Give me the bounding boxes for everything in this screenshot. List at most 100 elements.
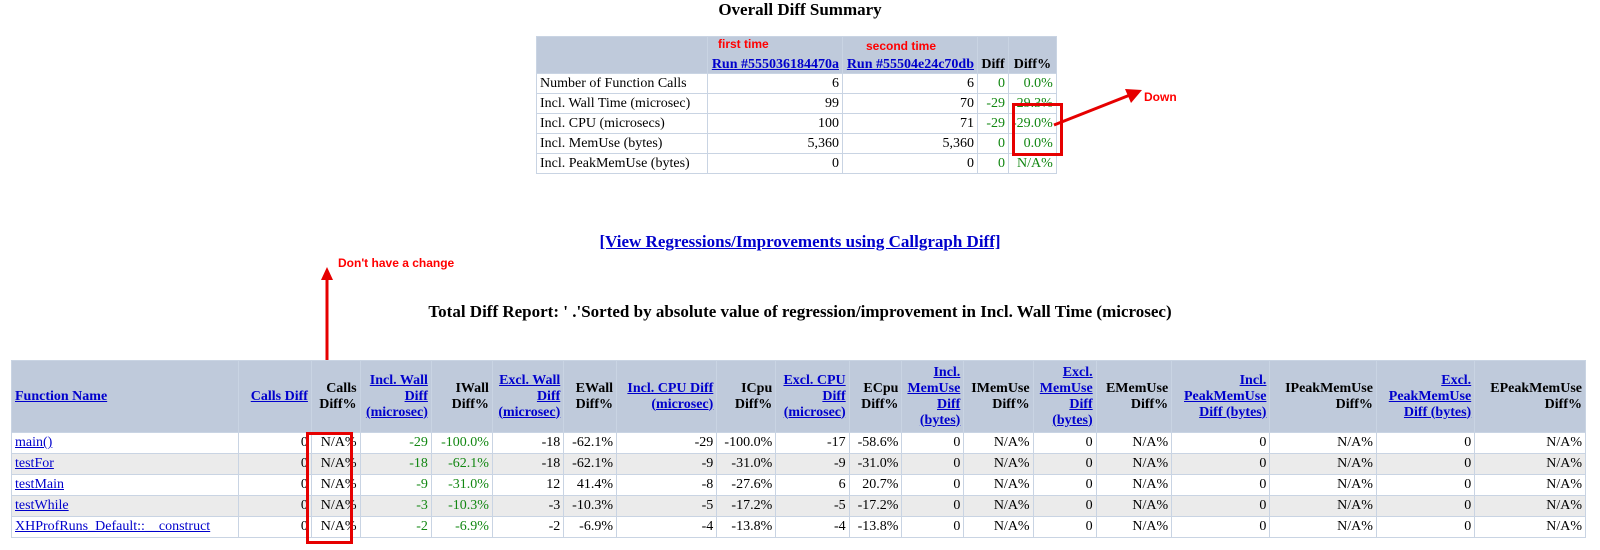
diff-value-cell: N/A% [1269, 453, 1377, 475]
diff-value-cell: N/A% [963, 495, 1034, 517]
function-name-cell: XHProfRuns_Default::__construct [11, 516, 239, 538]
summary-run1-value: 0 [707, 153, 843, 174]
col-ememuse-diff-pct: EMemUse Diff% [1095, 360, 1173, 433]
col-incl-memuse-diff: Incl. MemUse Diff (bytes) [901, 360, 965, 433]
diff-value-cell: N/A% [963, 516, 1034, 538]
table-row: testFor 0 N/A% -18 -62.1% -18 -62.1% -9 -31.0% -9… [11, 453, 1586, 475]
col-excl-cpu-diff: Excl. CPU Diff (microsec) [775, 360, 850, 433]
table-row: testWhile 0 N/A% -3 -10.3% -3 -10.3% -5 -17.2% -5… [11, 495, 1586, 517]
diff-value-cell: 0 [237, 516, 312, 538]
diff-value-cell: 0 [237, 432, 312, 454]
function-link[interactable]: testMain [15, 477, 64, 492]
diff-value-cell: 0 [1032, 474, 1097, 496]
diff-value-cell: -17.2% [848, 495, 903, 517]
sort-excl-cpu-diff[interactable]: Excl. CPU Diff (microsec) [783, 372, 846, 420]
diff-report-table: Function Name Calls Diff Calls Diff% Inc… [11, 360, 1586, 538]
table-row: XHProfRuns_Default::__construct 0 N/A% -2 -6… [11, 516, 1586, 538]
callgraph-diff-link[interactable]: [View Regressions/Improvements using Cal… [599, 232, 1001, 251]
sort-function-name[interactable]: Function Name [15, 388, 108, 404]
sort-calls-diff[interactable]: Calls Diff [250, 388, 308, 404]
run2-link[interactable]: Run #55504e24c70db [846, 57, 974, 72]
calls-diff-pct-highlight-box [306, 432, 353, 544]
diff-value-cell: N/A% [310, 453, 361, 475]
down-arrow [1053, 89, 1142, 127]
sort-incl-wall-diff[interactable]: Incl. Wall Diff (microsec) [365, 372, 428, 420]
col-incl-cpu-diff: Incl. CPU Diff (microsec) [615, 360, 718, 433]
summary-diff-value: 0 [977, 133, 1009, 154]
diff-value-cell: -5 [615, 495, 718, 517]
function-link[interactable]: XHProfRuns_Default::__construct [15, 519, 211, 534]
diff-value-cell: N/A% [310, 432, 361, 454]
diff-value-cell: -62.1% [563, 453, 617, 475]
diff-value-cell: 0 [1375, 516, 1476, 538]
diff-value-cell: 0 [237, 495, 312, 517]
diff-value-cell: -62.1% [430, 453, 493, 475]
diff-value-cell: N/A% [963, 474, 1034, 496]
col-iwall-diff-pct: IWall Diff% [430, 360, 493, 433]
col-icpu-diff-pct: ICpu Diff% [716, 360, 777, 433]
function-name-cell: main() [11, 432, 239, 454]
summary-row: Incl. CPU (microsecs) 100 71 -29 -29.0% [536, 113, 1057, 134]
diff-value-cell: -2 [359, 516, 432, 538]
sort-excl-wall-diff[interactable]: Excl. Wall Diff (microsec) [498, 372, 561, 420]
summary-run2-value: 5,360 [842, 133, 978, 154]
diff-value-cell: -31.0% [848, 453, 903, 475]
sort-incl-peakmemuse-diff[interactable]: Incl. PeakMemUse Diff (bytes) [1184, 372, 1267, 420]
col-excl-peakmemuse-diff: Excl. PeakMemUse Diff (bytes) [1375, 360, 1476, 433]
diff-value-cell: N/A% [963, 453, 1034, 475]
diff-value-cell: 0 [901, 516, 965, 538]
col-epeakmemuse-diff-pct: EPeakMemUse Diff% [1474, 360, 1586, 433]
sort-excl-peakmemuse-diff[interactable]: Excl. PeakMemUse Diff (bytes) [1388, 372, 1472, 420]
diff-value-cell: -58.6% [848, 432, 903, 454]
diff-value-cell: N/A% [1474, 432, 1586, 454]
summary-run1-value: 6 [707, 73, 843, 94]
diff-value-cell: -13.8% [716, 516, 777, 538]
diff-value-cell: 0 [1032, 495, 1097, 517]
run1-link[interactable]: Run #555036184470a [711, 57, 839, 72]
diff-value-cell: N/A% [1474, 516, 1586, 538]
diff-value-cell: -100.0% [430, 432, 493, 454]
function-link[interactable]: testWhile [15, 498, 69, 513]
diff-value-cell: N/A% [1474, 474, 1586, 496]
function-link[interactable]: main() [15, 435, 53, 450]
first-time-note: first time [718, 37, 769, 51]
diff-value-cell: -9 [359, 474, 432, 496]
no-change-arrow [321, 267, 333, 363]
summary-title: Overall Diff Summary [718, 0, 882, 19]
diff-value-cell: N/A% [1095, 432, 1173, 454]
diff-value-cell: 12 [491, 474, 565, 496]
function-name-cell: testWhile [11, 495, 239, 517]
diff-value-cell: -31.0% [430, 474, 493, 496]
summary-row: Incl. Wall Time (microsec) 99 70 -29 -29.3% [536, 93, 1057, 114]
function-link[interactable]: testFor [15, 456, 54, 471]
summary-diff-pct-value: N/A% [1008, 153, 1057, 174]
summary-metric-label: Incl. PeakMemUse (bytes) [536, 153, 708, 174]
sort-incl-memuse-diff[interactable]: Incl. MemUse Diff (bytes) [907, 364, 961, 428]
diff-value-cell: -9 [615, 453, 718, 475]
diff-value-cell: N/A% [1095, 495, 1173, 517]
diff-value-cell: 0 [1375, 432, 1476, 454]
sort-incl-cpu-diff[interactable]: Incl. CPU Diff (microsec) [627, 380, 714, 412]
diff-value-cell: -5 [775, 495, 850, 517]
summary-run2-value: 70 [842, 93, 978, 114]
diff-value-cell: N/A% [310, 516, 361, 538]
diff-value-cell: -27.6% [716, 474, 777, 496]
diff-value-cell: N/A% [1269, 495, 1377, 517]
down-note: Down [1144, 90, 1177, 104]
diff-value-cell: N/A% [1269, 432, 1377, 454]
summary-header-run2: Run #55504e24c70db [842, 36, 978, 74]
summary-diff-value: -29 [977, 93, 1009, 114]
summary-row: Number of Function Calls 6 6 0 0.0% [536, 73, 1057, 94]
diff-value-cell: -17.2% [716, 495, 777, 517]
diff-value-cell: -3 [359, 495, 432, 517]
col-incl-peakmemuse-diff: Incl. PeakMemUse Diff (bytes) [1171, 360, 1271, 433]
sort-excl-memuse-diff[interactable]: Excl. MemUse Diff (bytes) [1039, 364, 1093, 428]
diff-value-cell: -10.3% [430, 495, 493, 517]
diff-value-cell: N/A% [1095, 453, 1173, 475]
col-ecpu-diff-pct: ECpu Diff% [848, 360, 903, 433]
diff-value-cell: N/A% [1269, 516, 1377, 538]
diff-value-cell: 20.7% [848, 474, 903, 496]
col-incl-wall-diff: Incl. Wall Diff (microsec) [359, 360, 432, 433]
diff-value-cell: 0 [901, 474, 965, 496]
diff-value-cell: 0 [1375, 495, 1476, 517]
